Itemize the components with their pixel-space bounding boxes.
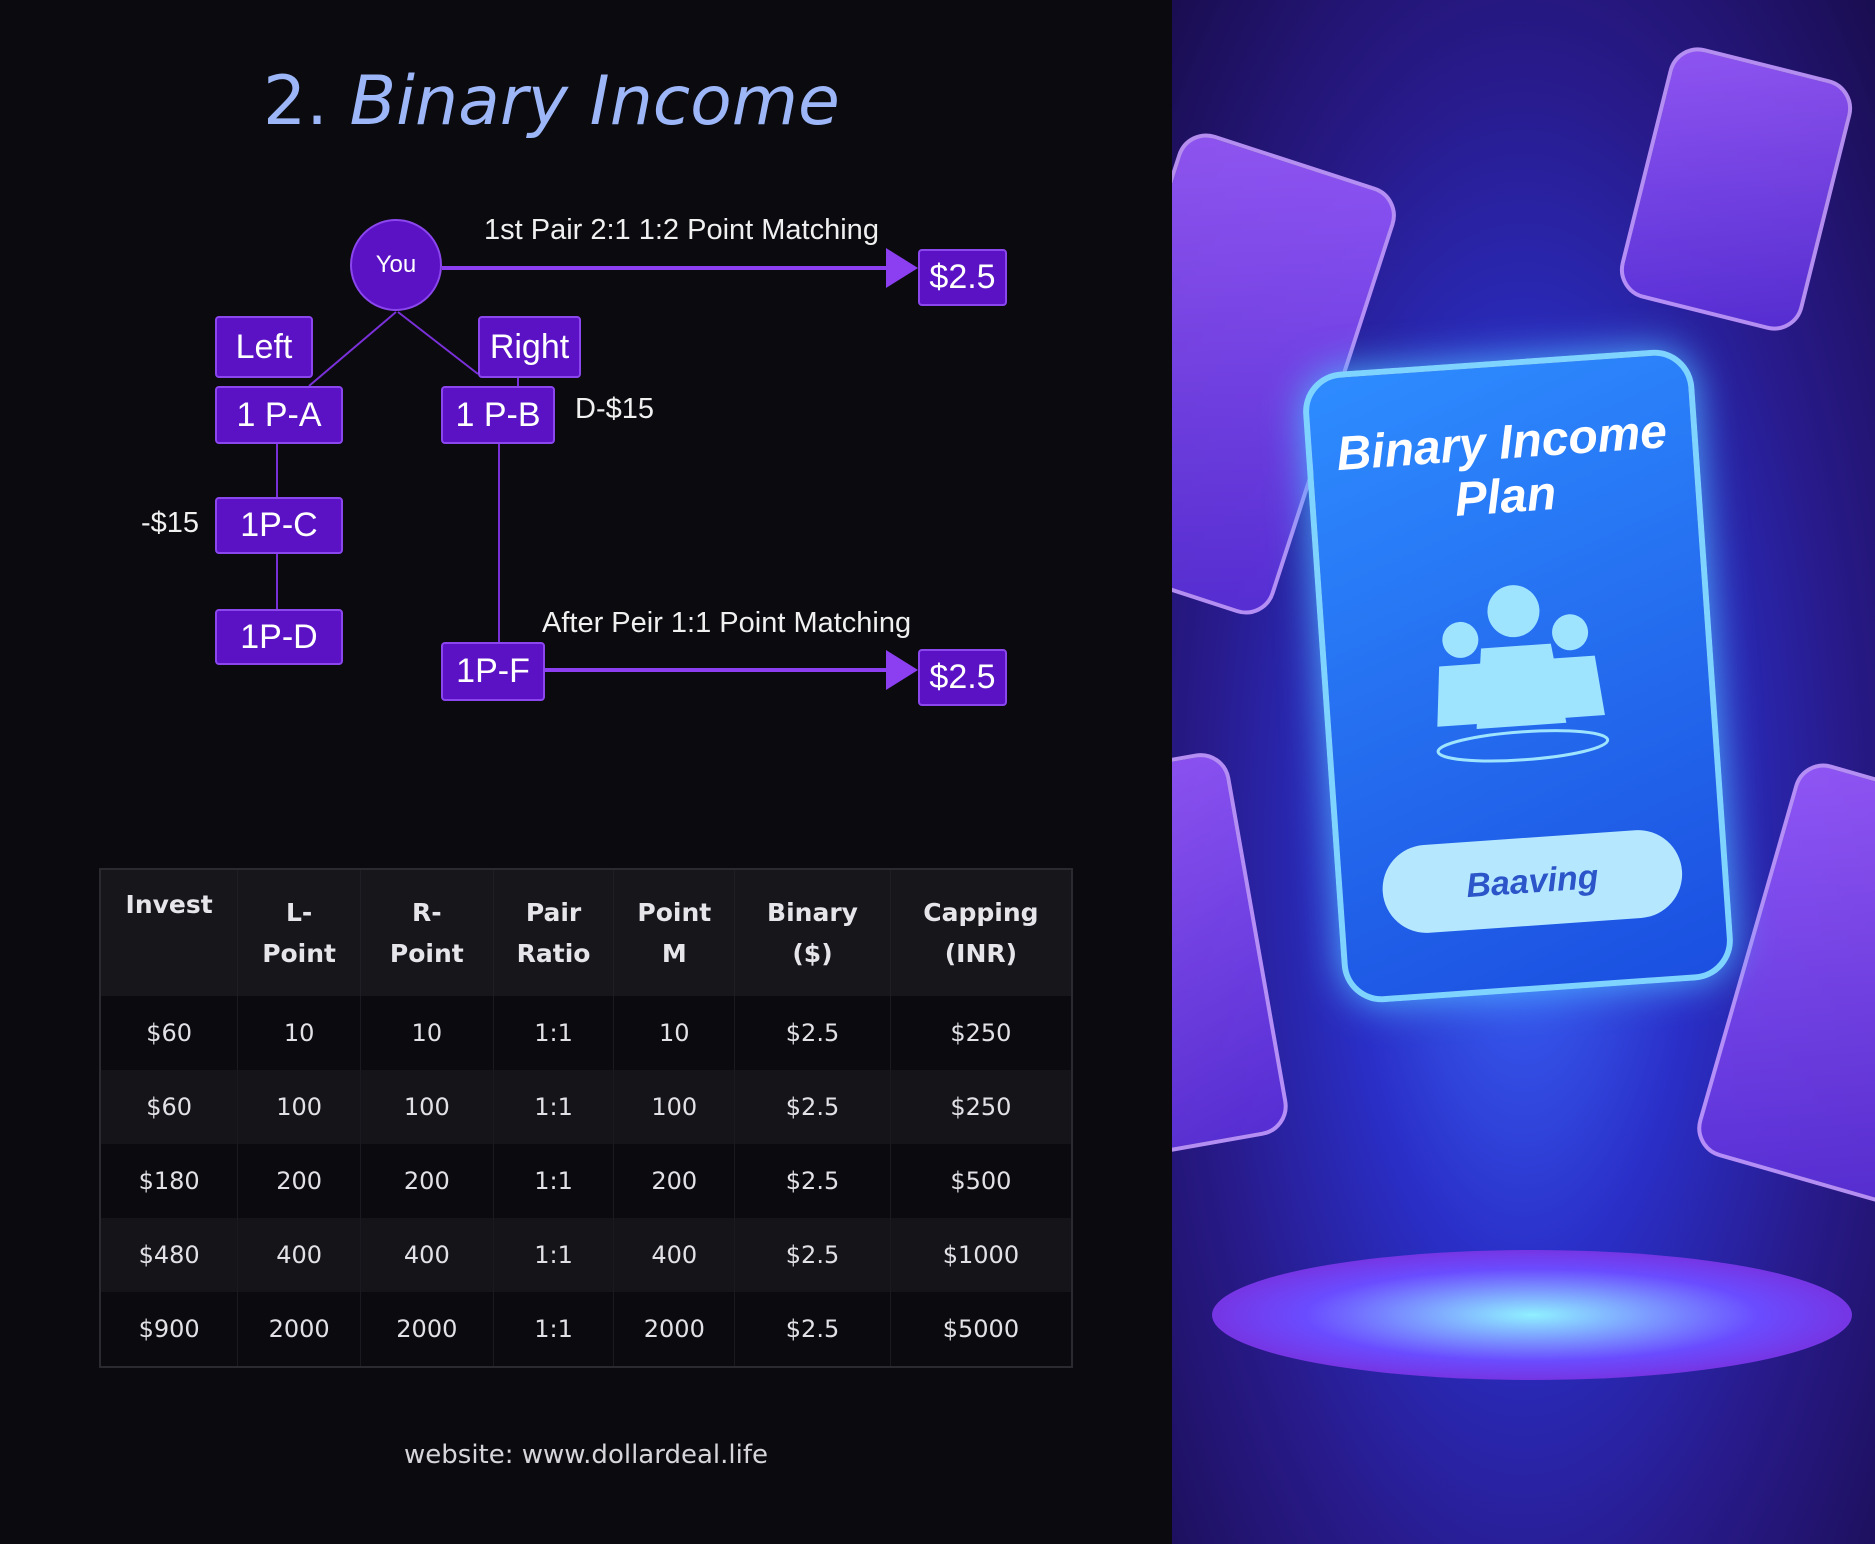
table-cell: 1:1 bbox=[492, 1218, 614, 1292]
table-cell: 1:1 bbox=[492, 1292, 614, 1367]
table-cell: 2000 bbox=[613, 1292, 735, 1367]
column-header: R- Point bbox=[359, 869, 494, 996]
table-row: $480 400 400 1:1 400 $2.5 $1000 bbox=[99, 1218, 1072, 1292]
website-footer: website: www.dollardeal.life bbox=[404, 1440, 768, 1470]
table-header: Invest L- Point R- Point Pair Ratio Point M Binar… bbox=[99, 869, 1072, 996]
node-1p-b: 1 P-B bbox=[441, 386, 555, 444]
people-icon bbox=[1436, 585, 1610, 763]
table-cell: $2.5 bbox=[734, 1218, 891, 1292]
table-cell: 100 bbox=[237, 1070, 361, 1144]
table-cell: 10 bbox=[613, 996, 735, 1070]
after-pair-label: After Peir 1:1 Point Matching bbox=[542, 607, 912, 639]
table-row: $60 100 100 1:1 100 $2.5 $250 bbox=[99, 1070, 1072, 1144]
first-pair-label: 1st Pair 2:1 1:2 Point Matching bbox=[484, 214, 879, 246]
node-you: You bbox=[350, 219, 442, 311]
b-note: D-$15 bbox=[575, 393, 654, 425]
table-cell: 1:1 bbox=[492, 1144, 614, 1218]
table-cell: $2.5 bbox=[734, 1144, 891, 1218]
table-cell: $5000 bbox=[889, 1292, 1072, 1367]
header-line: Pair bbox=[525, 898, 582, 927]
after-reward-box: $2.5 bbox=[918, 649, 1007, 706]
table-cell: $500 bbox=[889, 1144, 1072, 1218]
table-cell: 200 bbox=[237, 1144, 361, 1218]
node-1p-a: 1 P-A bbox=[215, 386, 343, 444]
table-cell: 1:1 bbox=[492, 1070, 614, 1144]
side-card-top bbox=[1613, 41, 1859, 337]
podium bbox=[1212, 1250, 1852, 1380]
header-line: Ratio bbox=[516, 939, 591, 968]
right-label-box: Right bbox=[478, 316, 581, 378]
c-note: -$15 bbox=[141, 507, 200, 539]
table-cell: 100 bbox=[613, 1070, 735, 1144]
column-header: Binary ($) bbox=[734, 869, 891, 996]
table-cell: $250 bbox=[889, 1070, 1072, 1144]
table-cell: 1:1 bbox=[492, 996, 614, 1070]
table-cell: 200 bbox=[359, 1144, 494, 1218]
illustration-panel: Binary Income Plan Baaving bbox=[1172, 0, 1875, 1544]
header-line: Invest bbox=[125, 890, 213, 919]
header-line: L- bbox=[285, 898, 313, 927]
table-cell: 400 bbox=[613, 1218, 735, 1292]
table-row: $180 200 200 1:1 200 $2.5 $500 bbox=[99, 1144, 1072, 1218]
binary-income-table: Invest L- Point R- Point Pair Ratio Point M Binar… bbox=[99, 868, 1073, 1368]
table-cell: $60 bbox=[99, 996, 238, 1070]
table-cell: 200 bbox=[613, 1144, 735, 1218]
node-1p-d: 1P-D bbox=[215, 609, 343, 665]
line-root-right bbox=[397, 311, 479, 375]
table-row: $60 10 10 1:1 10 $2.5 $250 bbox=[99, 996, 1072, 1070]
table-cell: 100 bbox=[359, 1070, 494, 1144]
table-cell: $900 bbox=[99, 1292, 238, 1367]
header-line: Point bbox=[637, 898, 712, 927]
header-line: Point bbox=[262, 939, 337, 968]
header-line: (INR) bbox=[944, 939, 1018, 968]
table-cell: 10 bbox=[359, 996, 494, 1070]
column-header: Capping (INR) bbox=[889, 869, 1072, 996]
header-line: ($) bbox=[792, 939, 833, 968]
binary-plan-card: Binary Income Plan Baaving bbox=[1300, 347, 1736, 1005]
table-cell: 2000 bbox=[237, 1292, 361, 1367]
table-cell: $1000 bbox=[889, 1218, 1072, 1292]
table-cell: $180 bbox=[99, 1144, 238, 1218]
table-cell: $2.5 bbox=[734, 1070, 891, 1144]
table-cell: $480 bbox=[99, 1218, 238, 1292]
column-header: Pair Ratio bbox=[492, 869, 614, 996]
table-row: $900 2000 2000 1:1 2000 $2.5 $5000 bbox=[99, 1292, 1072, 1367]
column-header: Invest bbox=[99, 869, 238, 996]
header-line: Point bbox=[389, 939, 464, 968]
card-title: Binary Income Plan bbox=[1334, 405, 1669, 527]
page-title: 2. Binary Income bbox=[263, 62, 840, 141]
table-cell: 10 bbox=[237, 996, 361, 1070]
table-cell: 400 bbox=[359, 1218, 494, 1292]
header-line: M bbox=[661, 939, 687, 968]
column-header: L- Point bbox=[237, 869, 361, 996]
header-line: Binary bbox=[767, 898, 858, 927]
table-cell: $250 bbox=[889, 996, 1072, 1070]
card-button: Baaving bbox=[1379, 827, 1686, 936]
first-reward-box: $2.5 bbox=[918, 249, 1007, 306]
title-number: 2. bbox=[263, 62, 328, 141]
header-line: Capping bbox=[923, 898, 1039, 927]
node-1p-c: 1P-C bbox=[215, 497, 343, 554]
node-1p-f: 1P-F bbox=[441, 642, 545, 701]
header-line: R- bbox=[412, 898, 442, 927]
table-cell: 2000 bbox=[359, 1292, 494, 1367]
line-root-left bbox=[308, 311, 397, 387]
title-text: Binary Income bbox=[349, 62, 840, 141]
table-cell: $60 bbox=[99, 1070, 238, 1144]
left-label-box: Left bbox=[215, 316, 313, 378]
side-card-left-bottom bbox=[1172, 748, 1293, 1160]
table-cell: $2.5 bbox=[734, 996, 891, 1070]
table-cell: $2.5 bbox=[734, 1292, 891, 1367]
column-header: Point M bbox=[613, 869, 735, 996]
diagram-connectors bbox=[276, 248, 918, 690]
table-cell: 400 bbox=[237, 1218, 361, 1292]
